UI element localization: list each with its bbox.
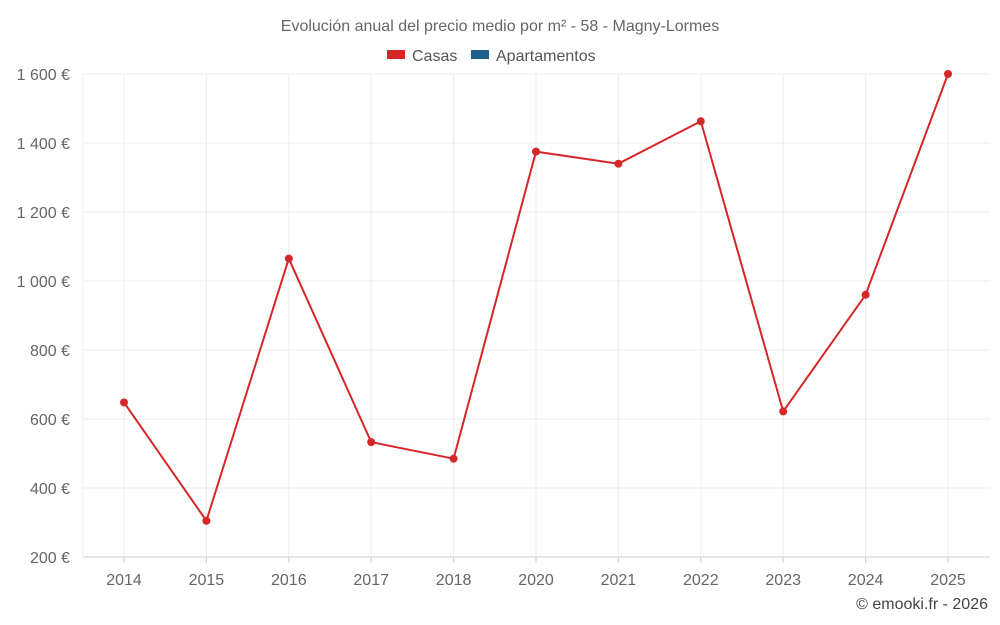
data-point[interactable] (202, 516, 211, 525)
x-tick-label: 2020 (518, 572, 554, 589)
data-point[interactable] (532, 147, 540, 156)
data-point[interactable] (284, 254, 293, 263)
data-point[interactable] (614, 159, 623, 168)
x-tick-label: 2022 (683, 572, 719, 589)
grid (82, 73, 990, 563)
y-tick-label: 200 € (30, 550, 70, 567)
x-tick-label: 2016 (271, 572, 307, 589)
y-tick-label: 600 € (30, 412, 70, 429)
legend-swatch-casas (387, 50, 405, 59)
data-point[interactable] (779, 407, 788, 416)
y-tick-label: 1 000 € (17, 274, 70, 291)
legend: Casas Apartamentos (387, 48, 596, 65)
legend-label-casas[interactable]: Casas (412, 48, 457, 65)
x-tick-label: 2017 (353, 572, 389, 589)
x-axis-ticks: 2014 2015 2016 2017 2018 2020 2021 2022 2023 2024… (106, 572, 966, 589)
x-tick-label: 2025 (930, 572, 966, 589)
x-tick-label: 2015 (189, 572, 225, 589)
x-tick-label: 2024 (848, 572, 884, 589)
y-tick-label: 1 200 € (17, 205, 70, 222)
series-casas (120, 70, 952, 525)
y-tick-label: 1 400 € (17, 136, 70, 153)
x-tick-label: 2021 (601, 572, 637, 589)
y-tick-label: 800 € (30, 343, 70, 360)
legend-swatch-apartamentos (471, 50, 489, 59)
y-tick-label: 400 € (30, 481, 70, 498)
y-axis-ticks: 200 € 400 € 600 € 800 € 1 000 € 1 200 € 1 400 … (17, 67, 70, 567)
x-tick-label: 2018 (436, 572, 472, 589)
data-point[interactable] (367, 438, 376, 447)
x-tick-label: 2014 (106, 572, 142, 589)
data-point[interactable] (120, 398, 128, 407)
y-tick-label: 1 600 € (17, 67, 70, 84)
chart-title: Evolución anual del precio medio por m² … (281, 18, 719, 35)
data-point[interactable] (696, 117, 705, 126)
legend-label-apartamentos[interactable]: Apartamentos (496, 48, 596, 65)
data-point[interactable] (861, 290, 870, 299)
x-tick-label: 2023 (765, 572, 801, 589)
credit-text: © emooki.fr - 2026 (856, 596, 988, 613)
data-point[interactable] (944, 70, 952, 78)
data-point[interactable] (449, 454, 458, 463)
